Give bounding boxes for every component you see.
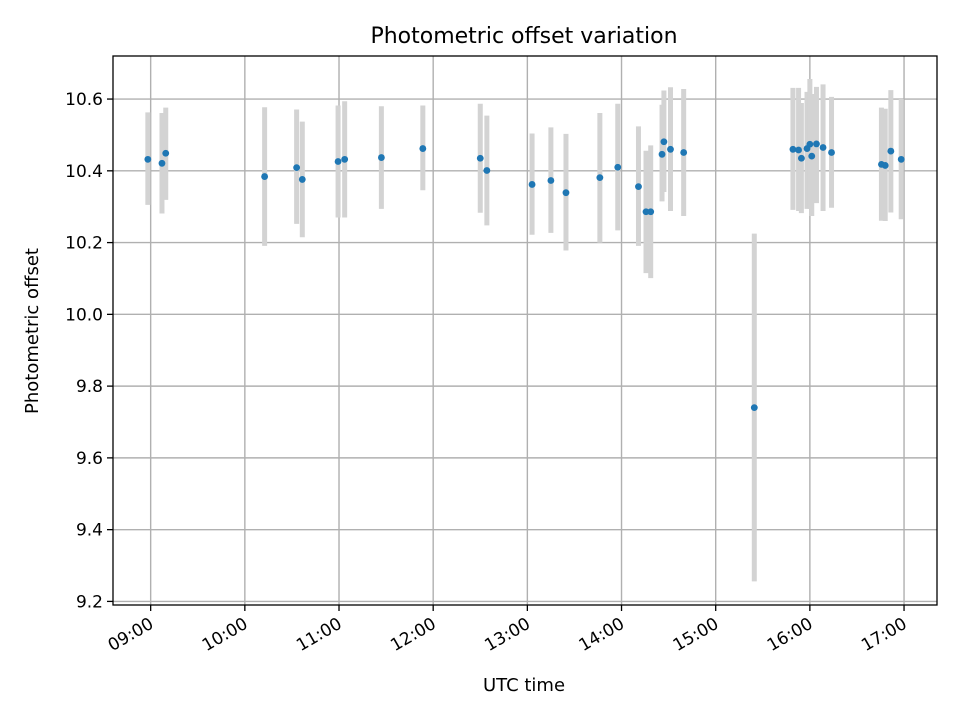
data-point bbox=[887, 147, 895, 155]
y-tick-label: 9.2 bbox=[76, 592, 103, 612]
y-tick-label: 10.6 bbox=[65, 90, 103, 110]
y-tick-label: 10.0 bbox=[65, 305, 103, 325]
data-point bbox=[476, 154, 484, 162]
data-point bbox=[293, 164, 301, 171]
data-point bbox=[658, 150, 666, 158]
data-point bbox=[158, 159, 166, 167]
y-tick-label: 9.6 bbox=[76, 449, 103, 469]
data-point bbox=[797, 154, 805, 162]
data-point bbox=[261, 173, 269, 180]
y-tick-label: 10.4 bbox=[65, 162, 103, 182]
data-point bbox=[750, 404, 758, 412]
data-point bbox=[547, 177, 555, 184]
data-point bbox=[680, 149, 688, 156]
data-point bbox=[144, 155, 152, 163]
data-point bbox=[806, 140, 814, 148]
data-point bbox=[647, 208, 655, 216]
data-point bbox=[334, 158, 342, 165]
data-point bbox=[667, 145, 674, 153]
chart-title: Photometric offset variation bbox=[370, 24, 677, 49]
data-point bbox=[789, 145, 797, 153]
y-axis-ticks: 9.2 9.4 9.6 9.8 10.0 10.2 10.4 10.6 bbox=[65, 90, 113, 612]
y-tick-label: 9.8 bbox=[76, 377, 103, 397]
data-point bbox=[808, 152, 816, 160]
data-point bbox=[660, 138, 668, 146]
data-point bbox=[528, 181, 536, 188]
data-point bbox=[298, 176, 306, 183]
data-point bbox=[162, 149, 170, 157]
data-point bbox=[483, 167, 491, 174]
plot-frame bbox=[112, 55, 938, 606]
data-point bbox=[897, 155, 905, 163]
y-tick-label: 9.4 bbox=[76, 521, 103, 541]
x-axis-label: UTC time bbox=[483, 675, 565, 696]
y-tick-label: 10.2 bbox=[65, 234, 103, 254]
data-point bbox=[642, 208, 650, 216]
data-point bbox=[828, 149, 835, 156]
data-point bbox=[881, 162, 889, 169]
data-point bbox=[795, 146, 802, 154]
data-point bbox=[813, 140, 820, 148]
data-point bbox=[596, 174, 604, 182]
data-point bbox=[635, 183, 642, 191]
data-point bbox=[377, 154, 385, 161]
data-point bbox=[341, 155, 349, 163]
y-axis-label: Photometric offset bbox=[22, 248, 43, 414]
data-point bbox=[614, 163, 622, 171]
data-point bbox=[819, 144, 827, 151]
data-points bbox=[144, 138, 905, 412]
data-point bbox=[562, 189, 570, 197]
data-point bbox=[419, 145, 427, 152]
